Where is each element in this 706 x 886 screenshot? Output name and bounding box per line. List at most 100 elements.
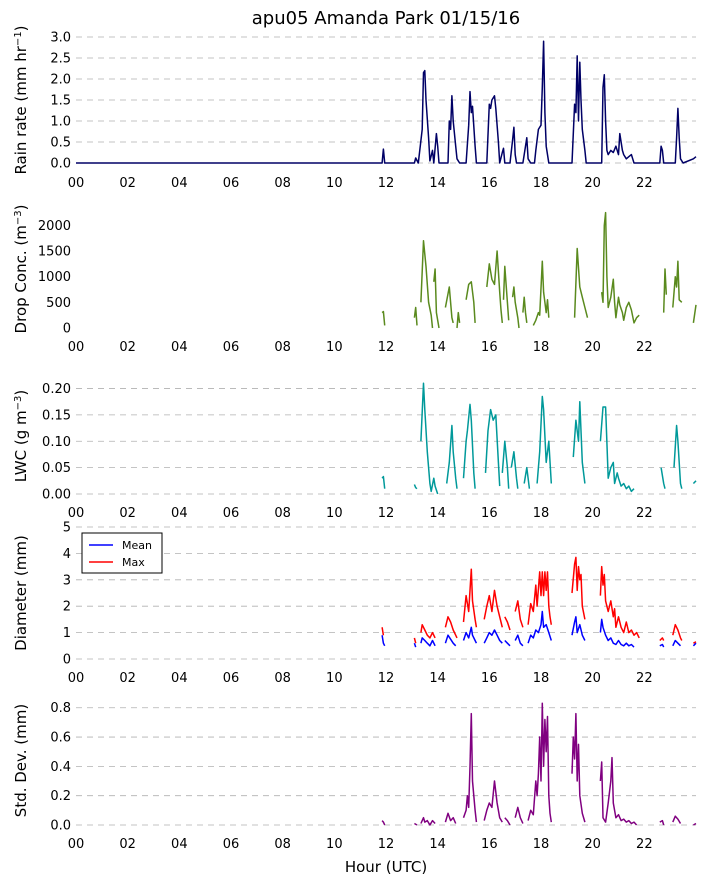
diameter-ytick-label: 0: [63, 653, 71, 668]
stddev-xtick-label: 02: [119, 837, 136, 852]
diameter-xtick-label: 02: [119, 671, 136, 686]
legend-box: [81, 532, 163, 574]
conc-ytick-label: 2000: [38, 219, 71, 234]
diameter-max-line: [381, 627, 385, 636]
rain-ytick-label: 1.0: [50, 115, 71, 130]
stddev-series-line: [420, 816, 436, 826]
conc-xtick-label: 16: [481, 340, 498, 355]
rain-xtick-label: 20: [584, 176, 601, 191]
rain-ytick-label: 1.5: [50, 94, 71, 109]
diameter-max-line: [514, 600, 524, 628]
lwc-series-line: [510, 451, 519, 489]
conc-ylabel-exponent: −3: [13, 210, 24, 225]
lwc-series-line: [673, 424, 683, 489]
diameter-mean-line: [527, 610, 553, 644]
conc-xtick-label: 22: [636, 340, 653, 355]
conc-xtick-label: 00: [68, 340, 85, 355]
stddev-ytick-label: 0.2: [50, 789, 71, 804]
conc-series-line: [456, 311, 461, 329]
conc-series-line: [672, 260, 683, 308]
diameter-max-line: [599, 565, 640, 639]
lwc-ytick-label: 0.20: [42, 382, 71, 397]
legend-label-mean: Mean: [122, 539, 152, 552]
stddev-series-line: [414, 822, 418, 826]
rain-panel: 0.0 0.5 1.0 1.5 2.0 2.5 3.0 00 02 04 06 08 10 12 14 16 1…: [12, 25, 697, 191]
stddev-panel: 0.0 0.2 0.4 0.6 0.8 00 02 04 06 08 10 12 14 16 18 20 22 S…: [12, 701, 697, 852]
lwc-xtick-label: 02: [119, 506, 136, 521]
lwc-series-line: [420, 382, 439, 495]
stddev-xtick-label: 10: [326, 837, 343, 852]
lwc-series-line: [484, 408, 501, 487]
conc-xtick-label: 18: [533, 340, 550, 355]
diameter-max-line: [413, 637, 417, 644]
panels: 0.00.51.01.52.02.53.000 02 04 06 08 10 12 14 16 1…: [12, 25, 697, 852]
rain-xtick-label: 22: [636, 176, 653, 191]
rain-ytick-label: 2.5: [50, 52, 71, 67]
rain-ytick-label: 2.0: [50, 73, 71, 88]
diameter-mean-line: [444, 634, 457, 647]
lwc-ylabel-exponent: −3: [13, 396, 24, 411]
conc-ytick-label: 1500: [38, 245, 71, 260]
x-axis-label: Hour (UTC): [345, 858, 427, 876]
diameter-xtick-label: 12: [378, 671, 395, 686]
rain-xtick-label: 12: [378, 176, 395, 191]
lwc-series-line: [660, 467, 666, 489]
conc-panel: 0 500 1000 1500 2000 00 02 04 06 08 10 12 14 16 18 20 22…: [12, 205, 697, 355]
conc-series-line: [662, 268, 668, 313]
lwc-series-line: [536, 395, 553, 484]
conc-ylabel-main: Drop Conc. (m: [12, 225, 30, 333]
stddev-series-line: [672, 815, 682, 824]
lwc-ytick-label: 0.05: [42, 461, 71, 476]
diameter-xtick-label: 22: [636, 671, 653, 686]
diameter-mean-line: [381, 635, 386, 647]
conc-xtick-label: 04: [171, 340, 188, 355]
stddev-xtick-label: 22: [636, 837, 653, 852]
conc-series-line: [433, 268, 440, 329]
stddev-series-line: [527, 702, 553, 823]
stddev-ylabel-main: Std. Dev. (mm): [12, 704, 30, 817]
conc-xtick-label: 12: [378, 340, 395, 355]
stddev-ytick-label: 0.6: [50, 731, 71, 746]
lwc-series-line: [523, 466, 531, 489]
lwc-ytick-label: 0.15: [42, 408, 71, 423]
diameter-xtick-label: 20: [584, 671, 601, 686]
conc-series-line: [465, 281, 476, 323]
lwc-xtick-label: 08: [274, 506, 291, 521]
diameter-mean-line: [462, 626, 478, 644]
conc-series-line: [692, 304, 697, 324]
stddev-xtick-label: 14: [429, 837, 446, 852]
rain-xtick-label: 18: [533, 176, 550, 191]
diameter-ytick-label: 3: [63, 573, 71, 588]
diameter-ytick-label: 4: [63, 547, 71, 562]
lwc-series-line: [413, 484, 418, 490]
stddev-ytick-label: 0.8: [50, 701, 71, 716]
lwc-series-line: [692, 480, 697, 485]
conc-series-line: [511, 286, 520, 329]
rain-xtick-label: 16: [481, 176, 498, 191]
conc-ytick-label: 0: [63, 322, 71, 337]
lwc-xtick-label: 00: [68, 506, 85, 521]
lwc-xtick-label: 12: [378, 506, 395, 521]
conc-xtick-label: 02: [119, 340, 136, 355]
rain-ytick-label: 0.0: [50, 157, 71, 172]
stddev-xtick-label: 00: [68, 837, 85, 852]
diameter-max-line: [672, 623, 683, 641]
lwc-xtick-label: 22: [636, 506, 653, 521]
conc-series-line: [444, 286, 454, 324]
diameter-max-line: [420, 623, 436, 639]
diameter-ytick-label: 2: [63, 600, 71, 615]
diameter-xtick-label: 18: [533, 671, 550, 686]
diameter-xtick-label: 16: [481, 671, 498, 686]
diameter-y-axis-label: Diameter (mm): [12, 535, 30, 651]
stddev-y-axis-label: Std. Dev. (mm): [12, 704, 30, 817]
diameter-ytick-label: 1: [63, 626, 71, 641]
lwc-ylabel-main: LWC (g m: [12, 410, 30, 482]
diameter-xtick-label: 04: [171, 671, 188, 686]
conc-series-line: [573, 247, 589, 318]
conc-xtick-label: 14: [429, 340, 446, 355]
conc-xtick-label: 06: [223, 340, 240, 355]
lwc-xtick-label: 20: [584, 506, 601, 521]
conc-xtick-label: 08: [274, 340, 291, 355]
conc-xtick-label: 10: [326, 340, 343, 355]
